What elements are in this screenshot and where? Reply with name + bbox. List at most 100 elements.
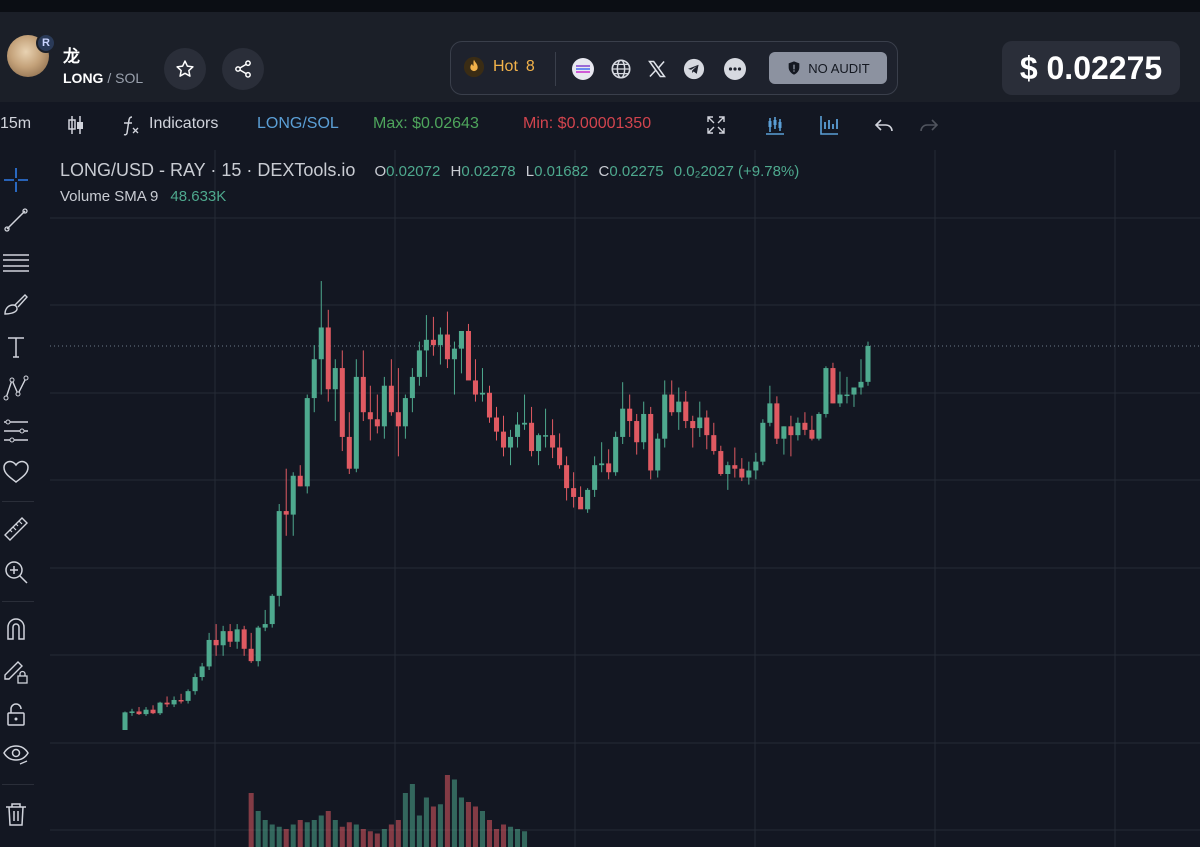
candle-body (620, 408, 626, 437)
fullscreen-icon[interactable] (704, 113, 728, 137)
candle-body (339, 368, 345, 437)
raydium-badge: R (36, 33, 56, 53)
candle-body (122, 712, 128, 730)
symbol-label: LONG/USD - RAY · 15 · DEXTools.io (60, 160, 356, 180)
ethena-icon (572, 58, 594, 80)
volume-bar (353, 824, 359, 847)
candle-type-icon[interactable] (64, 113, 88, 137)
pattern-icon[interactable] (2, 374, 30, 402)
candle-body (493, 417, 500, 432)
zoom-in-icon[interactable] (2, 558, 30, 586)
volume-bar (458, 797, 464, 847)
token-info-box: Hot 8 NO AUDIT (450, 41, 898, 95)
magnet-icon[interactable] (2, 615, 30, 643)
candle-body (451, 348, 457, 360)
volume-bar (507, 826, 514, 847)
volume-bar (522, 831, 528, 847)
candle-body (599, 463, 605, 466)
candle-body (627, 408, 633, 422)
fib-levels-icon[interactable] (2, 417, 30, 445)
volume-bar (290, 824, 296, 847)
volume-bar (304, 822, 310, 847)
favorite-button[interactable] (164, 48, 206, 90)
volume-bar (515, 829, 521, 847)
candle-body (802, 422, 808, 430)
volume-bar (339, 826, 345, 847)
low-value: 0.01682 (534, 163, 589, 180)
text-tool-icon[interactable] (2, 333, 30, 361)
candle-body (809, 429, 815, 439)
volume-bar (360, 829, 366, 847)
candle-body (395, 412, 401, 427)
volume-bar (493, 829, 500, 847)
volume-bar (318, 815, 324, 847)
candle-body (192, 677, 198, 692)
ruler-icon[interactable] (2, 515, 30, 543)
low-key: L (525, 163, 535, 180)
x-link[interactable] (645, 57, 669, 81)
candle-body (297, 475, 303, 487)
candle-body (592, 465, 598, 490)
candle-body (304, 398, 310, 487)
drawing-toolbar (0, 150, 36, 847)
candle-body (788, 426, 794, 436)
trash-icon[interactable] (2, 800, 30, 828)
visibility-icon[interactable] (2, 740, 30, 768)
interval-selector[interactable]: 15m (0, 115, 32, 132)
share-button[interactable] (222, 48, 264, 90)
volume-chart-icon[interactable] (817, 113, 841, 137)
price-chart[interactable] (50, 150, 1200, 847)
candle-body (374, 419, 380, 427)
candle-body (676, 401, 682, 413)
candle-body (143, 709, 149, 715)
hot-rank[interactable]: Hot 8 (463, 56, 535, 78)
website-link[interactable] (609, 57, 633, 81)
candle-body (311, 359, 317, 399)
chart-toolbar: 15m Indicators LONG/SOL Max: $0.02643 Mi… (0, 102, 1200, 148)
ethena-link[interactable] (571, 57, 595, 81)
candle-body (760, 422, 766, 462)
candle-body (486, 392, 493, 418)
candle-body (388, 385, 394, 413)
brush-icon[interactable] (2, 291, 30, 319)
candle-body (409, 376, 415, 399)
candle-body (360, 376, 366, 413)
candle-body (683, 401, 689, 422)
candle-body (346, 436, 352, 469)
ohlc-values: O0.02072 H0.02278 L0.01682 C0.02275 0.0₂… (374, 163, 805, 180)
volume-bar (402, 793, 408, 847)
candle-body (732, 465, 738, 469)
candle-body (234, 629, 240, 642)
indicators-button[interactable]: Indicators (149, 115, 219, 132)
candle-body (585, 489, 591, 510)
horizontal-lines-icon[interactable] (2, 249, 30, 277)
chart-legend: LONG/USD - RAY · 15 · DEXTools.io O0.020… (60, 160, 805, 181)
volume-bar (381, 829, 387, 847)
no-audit-badge[interactable]: NO AUDIT (769, 52, 887, 84)
volume-bar (374, 833, 380, 847)
candle-body (402, 398, 408, 427)
more-links-button[interactable] (723, 57, 747, 81)
telegram-link[interactable] (682, 57, 706, 81)
volume-bar (269, 824, 275, 847)
candle-body (550, 435, 556, 448)
crosshair-icon[interactable] (2, 166, 30, 194)
undo-icon[interactable] (872, 113, 896, 137)
function-icon[interactable] (118, 113, 142, 137)
candle-body (557, 447, 563, 466)
volume-bar (444, 775, 450, 847)
trend-line-icon[interactable] (2, 206, 30, 234)
lock-drawings-icon[interactable] (2, 657, 30, 685)
volume-bar (416, 815, 422, 847)
candle-body (150, 709, 156, 714)
pair-toggle[interactable]: LONG/SOL (257, 115, 339, 132)
redo-icon[interactable] (917, 113, 941, 137)
unlock-icon[interactable] (2, 700, 30, 728)
favorites-icon[interactable] (2, 458, 30, 486)
candle-body (739, 468, 745, 478)
chart-style-icon[interactable] (763, 113, 787, 137)
globe-icon (611, 59, 631, 79)
candle-body (129, 711, 135, 713)
candle-body (472, 380, 478, 395)
candle-body (241, 629, 247, 649)
